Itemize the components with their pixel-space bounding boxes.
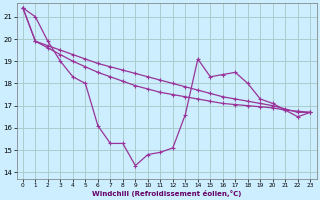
X-axis label: Windchill (Refroidissement éolien,°C): Windchill (Refroidissement éolien,°C): [92, 190, 241, 197]
